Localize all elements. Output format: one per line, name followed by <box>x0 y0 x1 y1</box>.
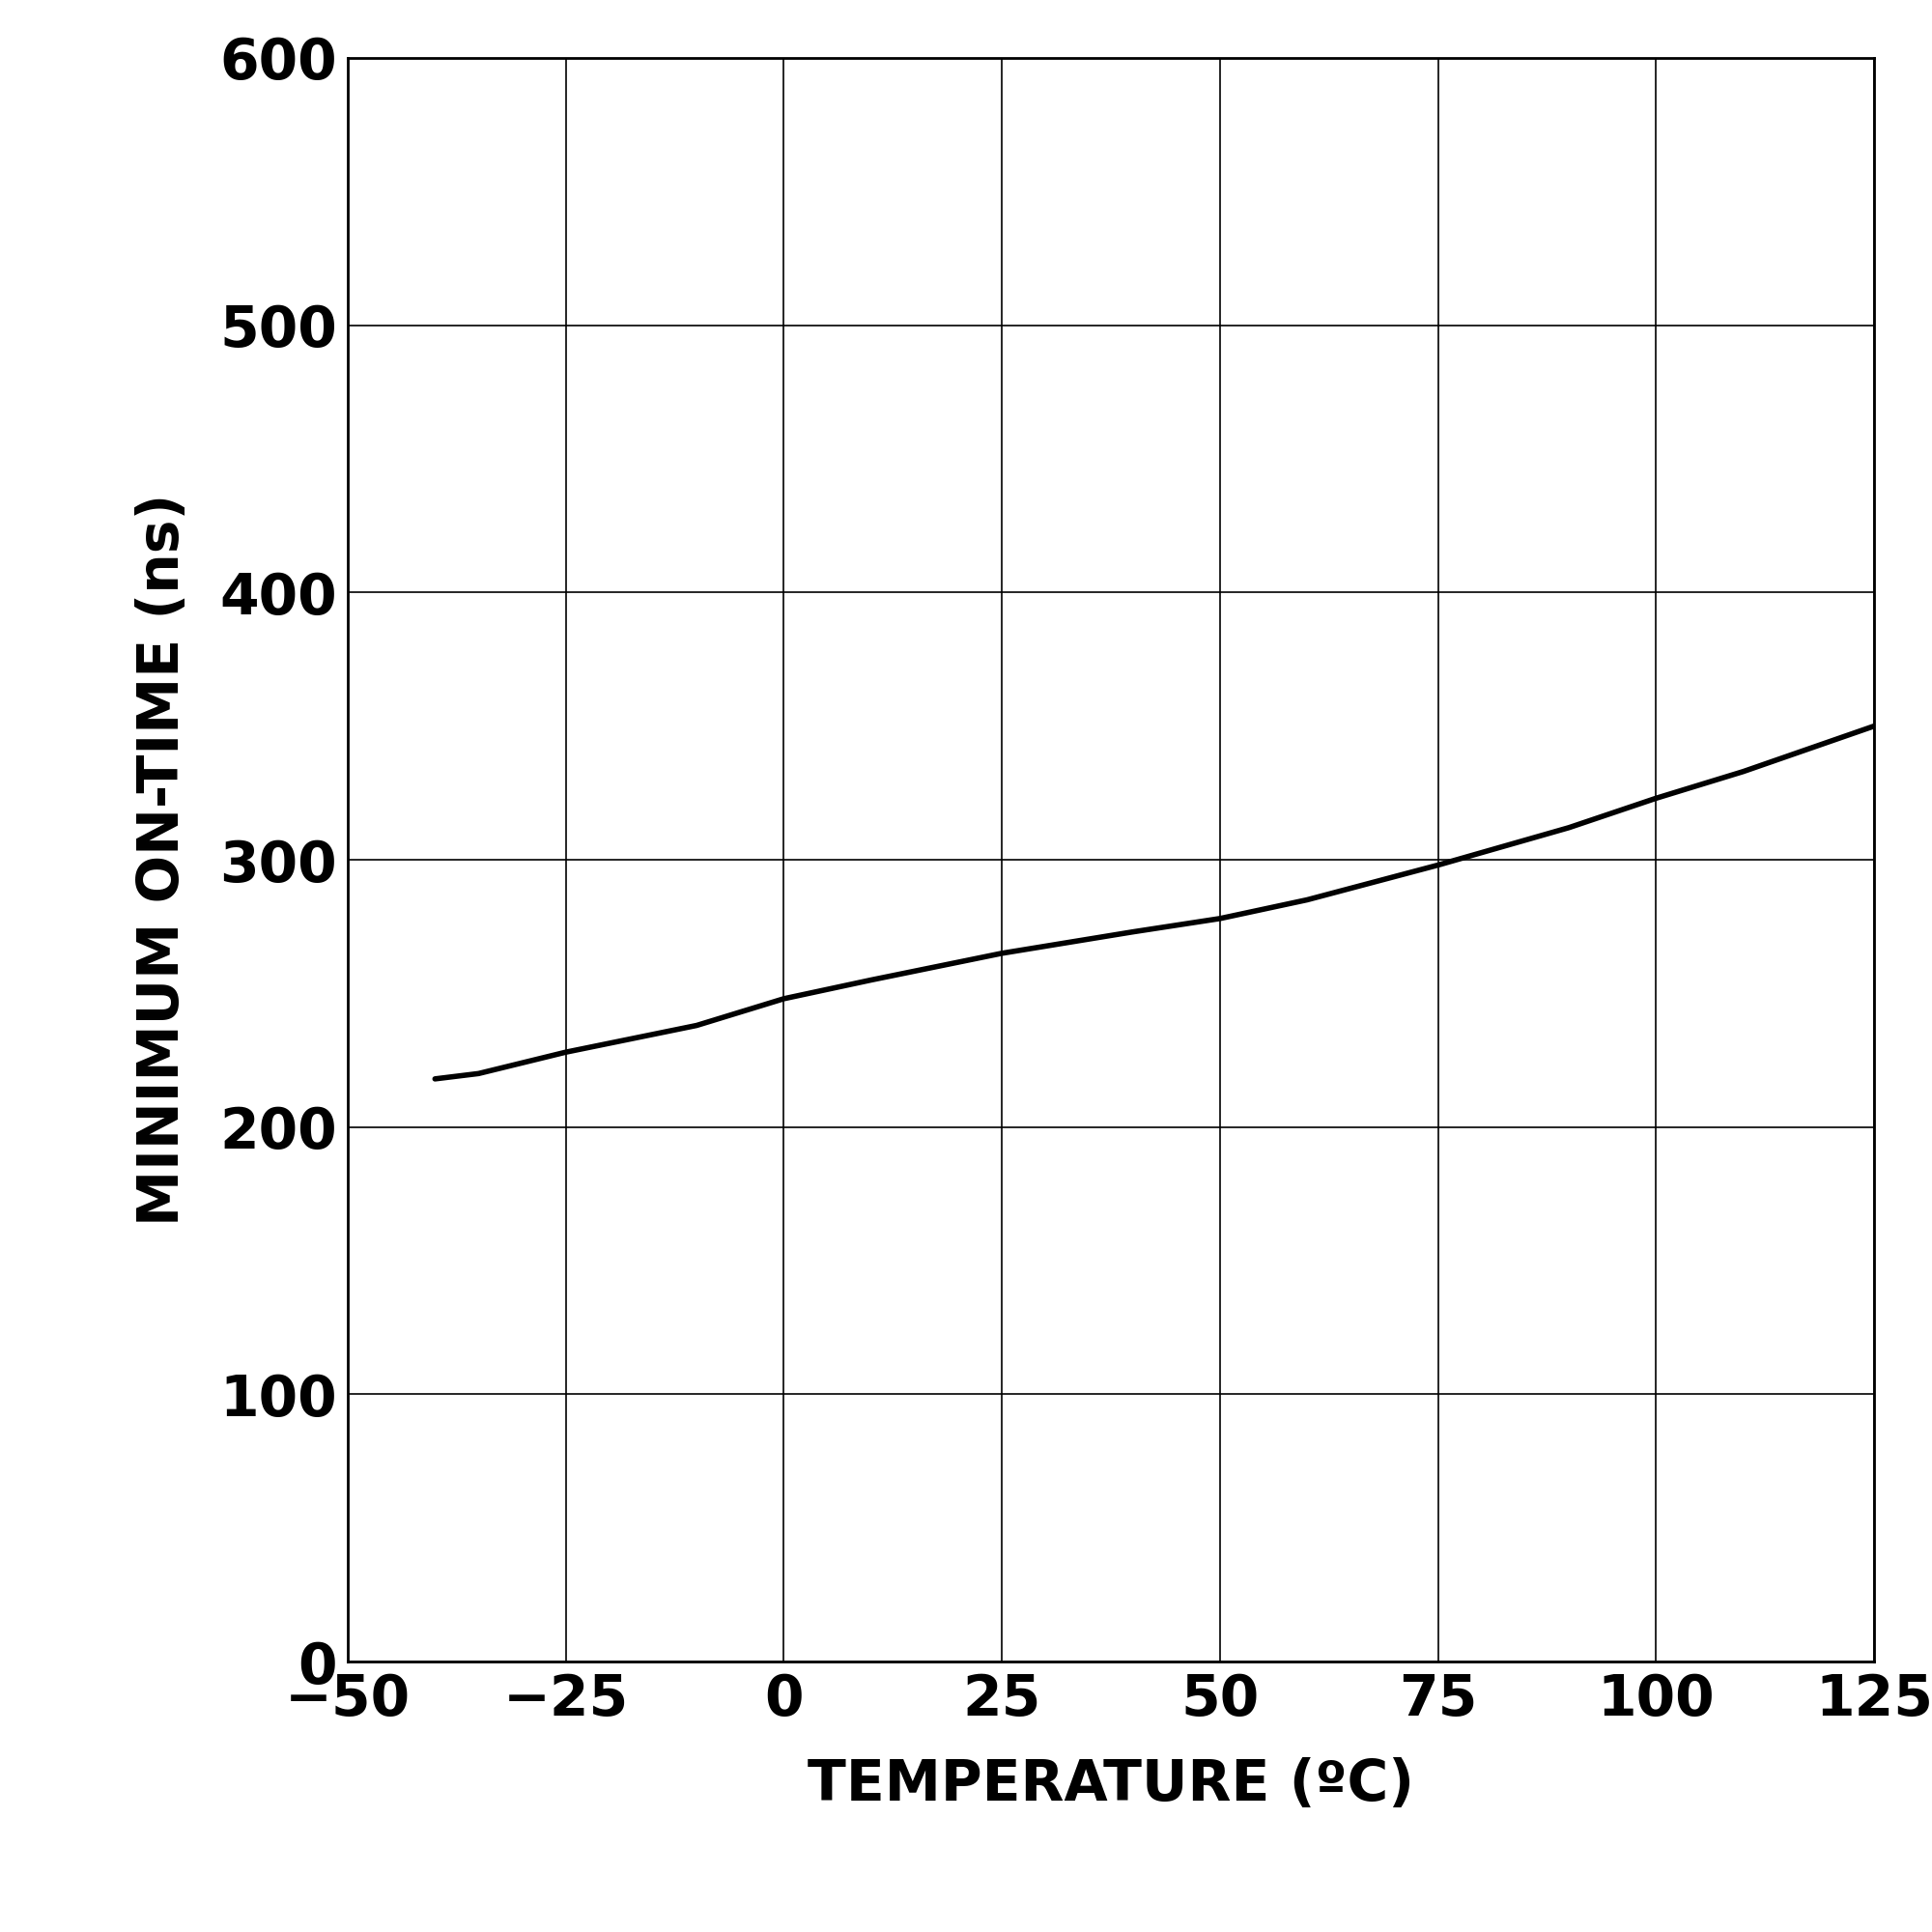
X-axis label: TEMPERATURE (ºC): TEMPERATURE (ºC) <box>808 1756 1414 1812</box>
Y-axis label: MINIMUM ON-TIME (ns): MINIMUM ON-TIME (ns) <box>135 493 189 1227</box>
